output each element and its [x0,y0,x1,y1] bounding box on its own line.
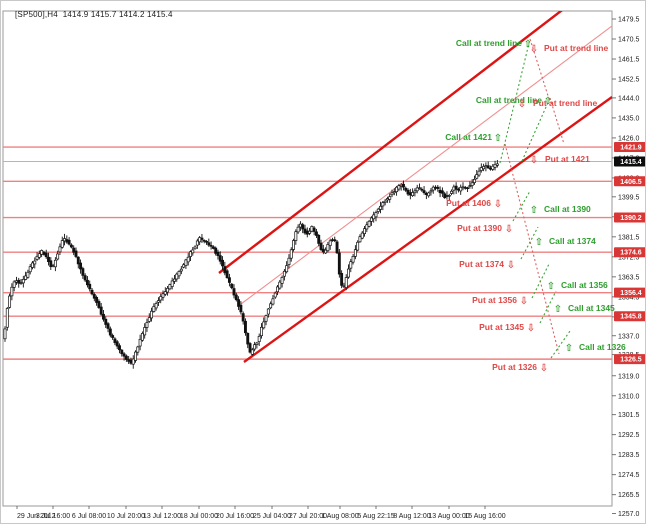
y-tick-label: 1470.5 [618,37,640,44]
y-tick-label: 1452.5 [618,77,640,84]
arrow-up-icon: ⇧ [494,133,502,144]
arrow-down-icon: ⇩ [520,296,528,307]
arrow-down-icon: ⇩ [507,260,515,271]
arrow-down-icon: ⇩ [527,323,535,334]
svg-text:1415.4: 1415.4 [620,159,642,166]
put-annotation-label: Put at trend line [533,98,598,108]
y-tick-label: 1399.5 [618,194,640,201]
svg-text:1421.9: 1421.9 [620,145,642,152]
arrow-down-icon: ⇩ [505,224,513,235]
call-annotation-label: Call at trend line [456,38,522,48]
level-price-tag [614,287,645,298]
call-annotation-label: Call at 1374 [549,236,596,246]
arrow-down-icon: ⇩ [530,155,538,166]
put-annotation-label: Put at 1421 [545,154,590,164]
arrow-down-icon: ⇩ [540,363,548,374]
level-price-tag [614,142,645,153]
y-tick-label: 1319.0 [618,373,640,380]
y-tick-label: 1310.0 [618,393,640,400]
call-annotation-label: Call at 1326 [579,342,626,352]
x-tick-label: 8 Aug 12:00 [393,513,430,520]
y-tick-label: 1354.5 [618,294,640,301]
chart-frame [2,10,613,507]
put-annotation-label: Put at 1374 [459,259,504,269]
call-annotation-label: Call at trend line [476,95,542,105]
y-axis: 1479.5 1470.5 1461.5 1452.5 1444.0 1435.0 1426… [612,17,640,518]
y-tick-label: 1435.0 [618,115,640,122]
y-tick-label: 1444.0 [618,95,640,102]
svg-text:1356.4: 1356.4 [620,290,642,297]
x-tick-label: 15 Aug 16:00 [464,513,505,520]
y-tick-label: 1426.0 [618,135,640,142]
call-annotation-label: Call at 1345 [568,303,615,313]
put-annotation-label: Put at 1345 [479,322,524,332]
x-tick-label: 6 Jul 08:00 [72,513,106,520]
call-annotation-label: Call at 1390 [544,204,591,214]
put-annotation-label: Put at 1356 [472,295,517,305]
x-tick-label: 20 Jul 16:00 [216,513,254,520]
svg-text:1406.5: 1406.5 [620,179,642,186]
arrow-down-icon: ⇩ [518,99,526,110]
svg-text:1326.5: 1326.5 [620,357,642,364]
x-tick-label: 10 Jul 20:00 [107,513,145,520]
level-lines [3,146,612,360]
x-tick-label: 3 Jul 16:00 [36,513,70,520]
x-tick-label: 13 Aug 00:00 [428,513,469,520]
svg-text:1390.2: 1390.2 [620,215,642,222]
projection-lines [499,38,571,359]
price-tags: 1421.9 1406.5 1390.2 1374.6 1356.4 1345.8 1326… [614,142,645,365]
level-price-tag [614,247,645,258]
x-tick-label: 1 Aug 08:00 [321,513,358,520]
x-tick-label: 18 Jul 00:00 [180,513,218,520]
candles [3,160,499,369]
arrow-up-icon: ⇧ [565,343,573,354]
x-tick-label: 29 Jun 2012 [17,513,56,520]
x-tick-label: 25 Jul 04:00 [253,513,291,520]
y-tick-label: 1257.0 [618,511,640,518]
y-tick-label: 1292.5 [618,432,640,439]
svg-text:1345.8: 1345.8 [620,314,642,321]
put-annotation-label: Put at trend line [544,43,609,53]
level-price-tag [614,176,645,187]
y-tick-label: 1337.0 [618,333,640,340]
y-tick-label: 1283.5 [618,452,640,459]
y-tick-label: 1363.5 [618,274,640,281]
arrow-down-icon: ⇩ [530,44,538,55]
y-tick-label: 1381.5 [618,234,640,241]
y-tick-label: 1479.5 [618,17,640,24]
arrow-up-icon: ⇧ [547,281,555,292]
arrow-up-icon: ⇧ [535,237,543,248]
x-tick-label: 13 Jul 12:00 [143,513,181,520]
y-tick-label: 1301.5 [618,412,640,419]
arrow-down-icon: ⇩ [494,199,502,210]
put-annotation-label: Put at 1406 [446,198,491,208]
trend-lines [218,11,612,363]
arrow-up-icon: ⇧ [544,96,552,107]
x-tick-label: 5 Aug 22:15 [357,513,394,520]
level-price-tag [614,212,645,223]
y-tick-label: 1265.5 [618,492,640,499]
put-annotation-label: Put at 1390 [457,223,502,233]
svg-text:1374.6: 1374.6 [620,250,642,257]
annotations: Call at trend line ⇧ Put at trend line⇩Cal… [445,38,626,374]
put-annotation-label: Put at 1326 [492,362,537,372]
arrow-up-icon: ⇧ [530,205,538,216]
current-price-tag [614,156,645,167]
y-tick-label: 1372.5 [618,254,640,261]
x-tick-label: 27 Jul 20:00 [289,513,327,520]
arrow-up-icon: ⇧ [554,304,562,315]
y-tick-label: 1461.5 [618,57,640,64]
chart-title: [SP500],H4 1414.9 1415.7 1414.2 1415.4 [15,10,173,19]
y-tick-label: 1274.5 [618,472,640,479]
level-price-tag [614,311,645,322]
arrow-up-icon: ⇧ [524,39,532,50]
level-price-tag [614,354,645,365]
call-annotation-label: Call at 1356 [561,280,608,290]
call-annotation-label: Call at 1421 [445,132,492,142]
